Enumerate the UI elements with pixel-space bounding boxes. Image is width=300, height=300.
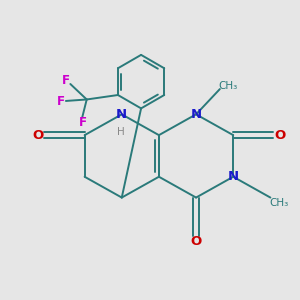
Text: O: O [274, 129, 286, 142]
Text: N: N [116, 108, 127, 121]
Text: CH₃: CH₃ [270, 198, 289, 208]
Text: F: F [79, 116, 87, 129]
Text: H: H [117, 127, 125, 136]
Text: O: O [190, 235, 202, 248]
Text: F: F [57, 95, 65, 108]
Text: O: O [32, 129, 44, 142]
Text: N: N [190, 108, 202, 121]
Text: N: N [228, 170, 239, 183]
Text: F: F [62, 74, 70, 87]
Text: CH₃: CH₃ [218, 80, 238, 91]
